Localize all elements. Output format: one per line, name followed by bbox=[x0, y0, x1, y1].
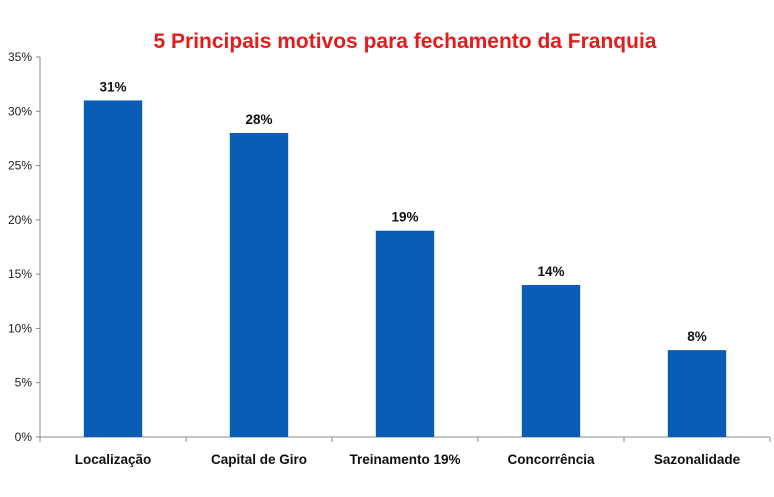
y-tick-label: 10% bbox=[8, 321, 32, 335]
chart-title: 5 Principais motivos para fechamento da … bbox=[154, 30, 657, 53]
y-axis: 0% 5% 10% 15% 20% 25% 30% 35% bbox=[8, 50, 41, 444]
y-tick-label: 25% bbox=[8, 159, 32, 173]
y-tick-label: 35% bbox=[8, 50, 32, 64]
data-label: 28% bbox=[245, 112, 272, 127]
x-tick-label: Sazonalidade bbox=[654, 452, 741, 467]
data-label: 19% bbox=[391, 210, 418, 225]
y-tick-label: 15% bbox=[8, 267, 32, 281]
bar bbox=[229, 133, 289, 437]
x-axis: Localização Capital de Giro Treinamento 19… bbox=[39, 436, 771, 467]
x-tick-label: Concorrência bbox=[507, 452, 595, 467]
bar bbox=[521, 285, 581, 437]
y-tick-label: 20% bbox=[8, 213, 32, 227]
data-labels: 31% 28% 19% 14% 8% bbox=[99, 79, 706, 344]
x-tick-label: Localização bbox=[75, 452, 152, 467]
data-label: 8% bbox=[687, 329, 707, 344]
data-label: 14% bbox=[537, 264, 564, 279]
bar bbox=[667, 350, 727, 437]
x-tick-label: Treinamento 19% bbox=[349, 452, 460, 467]
bar bbox=[83, 100, 143, 437]
y-tick-label: 0% bbox=[15, 430, 33, 444]
y-tick-label: 5% bbox=[15, 376, 33, 390]
data-label: 31% bbox=[99, 79, 126, 94]
bars bbox=[83, 100, 727, 437]
y-tick-label: 30% bbox=[8, 104, 32, 118]
bar bbox=[375, 230, 435, 437]
x-tick-label: Capital de Giro bbox=[211, 452, 307, 467]
